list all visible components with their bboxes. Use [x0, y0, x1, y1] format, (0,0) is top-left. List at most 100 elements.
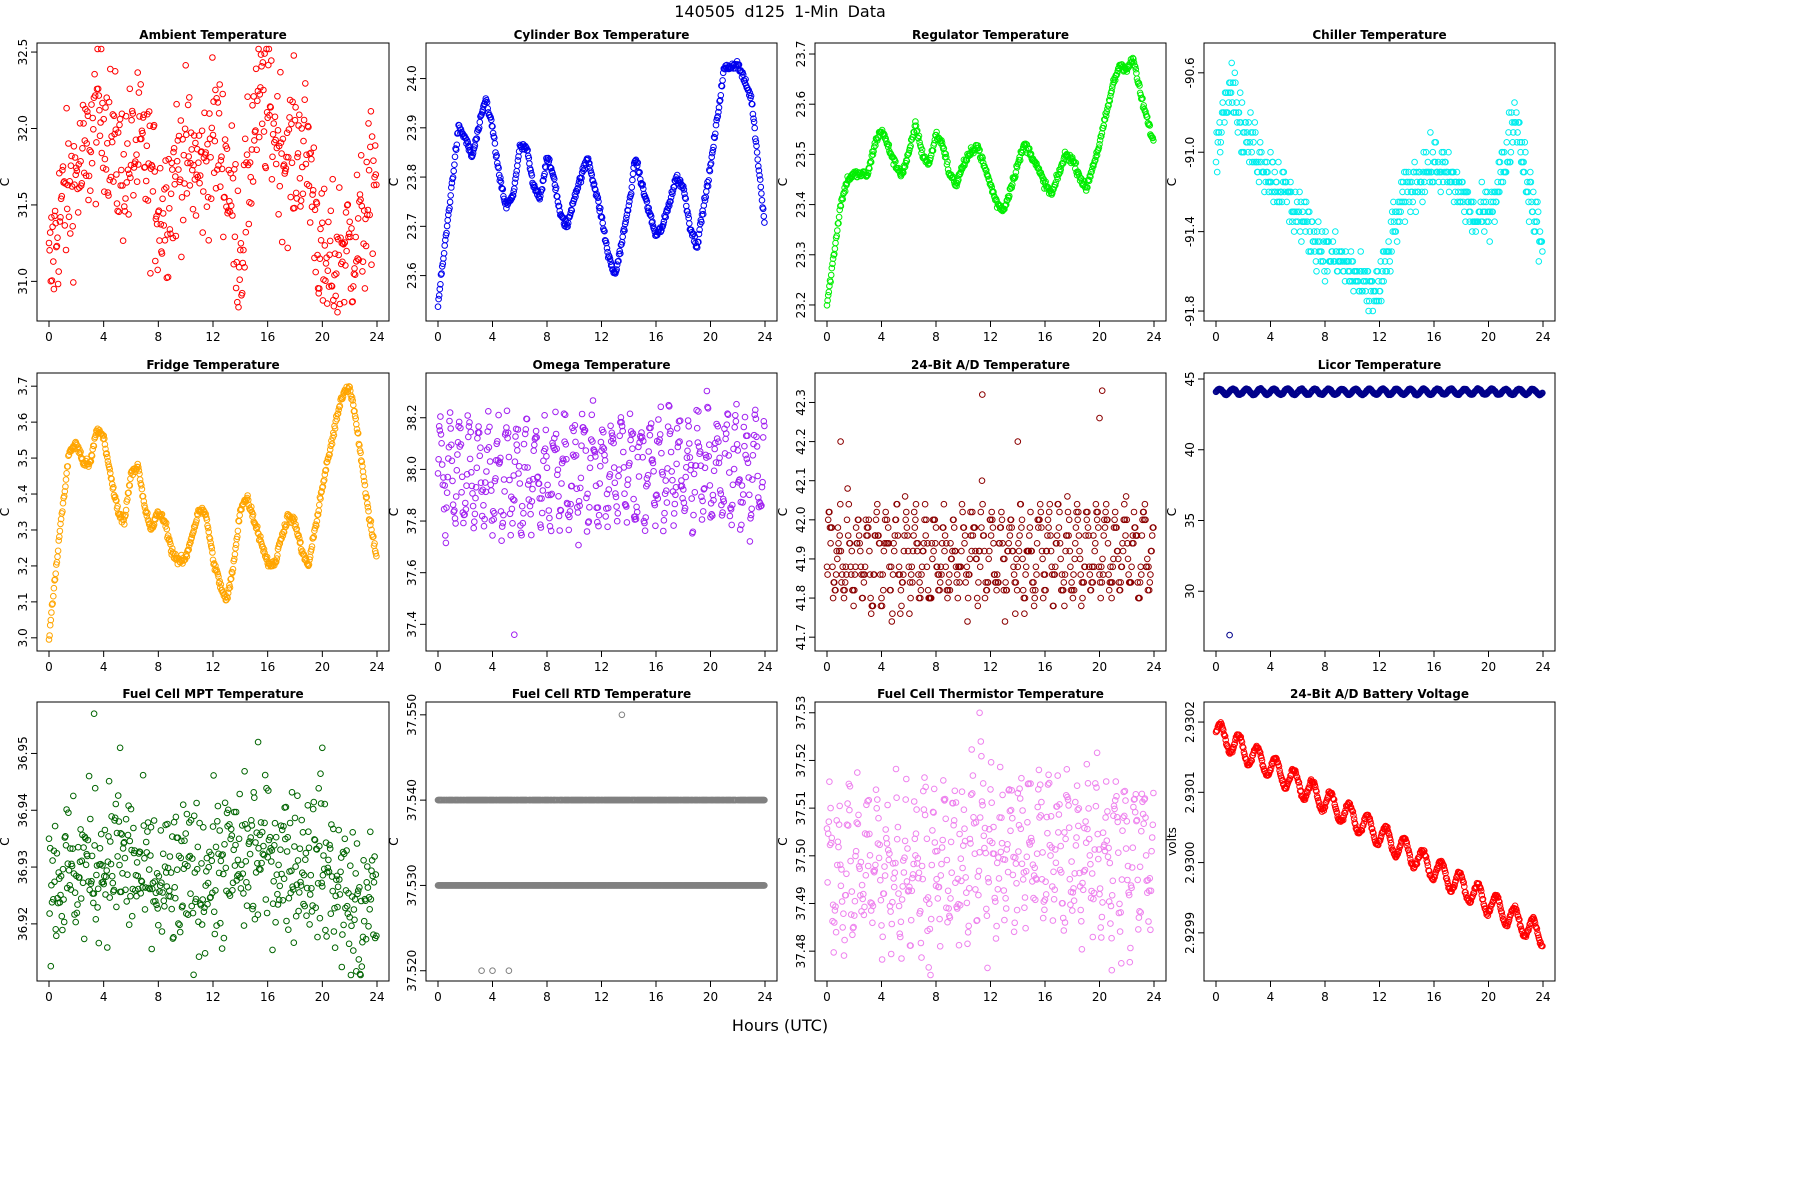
x-tick-label: 12 — [983, 330, 998, 344]
data-point — [135, 467, 143, 474]
data-point — [228, 122, 236, 129]
data-point — [193, 799, 200, 807]
data-point — [67, 886, 75, 893]
data-point — [1116, 586, 1124, 594]
data-point — [749, 110, 757, 118]
data-point — [85, 172, 93, 180]
data-point — [1233, 119, 1241, 126]
data-point — [1249, 129, 1257, 136]
data-point — [649, 218, 656, 225]
data-point — [175, 852, 183, 860]
data-point — [1146, 122, 1154, 129]
data-point — [733, 58, 741, 65]
data-point — [358, 458, 366, 466]
data-point — [238, 861, 245, 869]
data-point — [1104, 105, 1111, 113]
data-point — [1512, 119, 1520, 126]
data-point — [86, 147, 93, 154]
data-point — [1509, 139, 1516, 146]
data-point — [160, 222, 168, 229]
data-point — [552, 408, 559, 416]
data-point — [944, 158, 951, 165]
data-point — [147, 852, 154, 859]
data-point — [1365, 307, 1372, 315]
data-point — [1402, 168, 1410, 176]
data-point — [255, 133, 263, 141]
data-point — [360, 473, 367, 481]
data-point — [150, 817, 158, 824]
data-point — [112, 496, 120, 504]
data-point — [107, 860, 115, 868]
data-point — [1095, 524, 1102, 531]
data-point — [227, 202, 235, 209]
data-point — [55, 537, 63, 544]
data-point — [923, 563, 931, 571]
data-point — [1511, 99, 1518, 106]
data-point — [1087, 173, 1094, 180]
data-point — [221, 193, 228, 201]
data-point — [238, 289, 246, 297]
data-point — [1504, 158, 1512, 166]
data-point — [135, 89, 143, 96]
data-point — [1121, 516, 1129, 524]
data-point — [614, 510, 622, 517]
data-point — [299, 547, 306, 555]
data-point — [1227, 79, 1234, 86]
data-point — [1057, 555, 1064, 563]
data-point — [1302, 228, 1309, 235]
data-point — [97, 119, 104, 126]
data-point — [1119, 547, 1127, 555]
data-point — [1092, 500, 1100, 508]
data-point — [112, 800, 120, 808]
x-tick-label: 16 — [1037, 660, 1052, 674]
data-point — [1499, 148, 1506, 156]
data-point — [104, 189, 112, 196]
data-point — [937, 563, 945, 571]
data-point — [311, 206, 319, 214]
data-point — [1306, 208, 1313, 216]
data-point — [151, 168, 158, 175]
y-tick-label: 30 — [1183, 584, 1197, 599]
data-point — [1105, 571, 1112, 578]
data-point — [141, 502, 148, 509]
data-point — [367, 108, 375, 115]
data-point — [142, 508, 150, 515]
data-point — [952, 563, 960, 571]
data-point — [741, 413, 749, 421]
data-point — [489, 123, 496, 130]
data-point — [872, 532, 879, 539]
data-point — [1429, 148, 1437, 156]
data-point — [509, 496, 517, 503]
data-point — [534, 187, 542, 194]
data-point — [241, 768, 248, 775]
data-point — [624, 476, 632, 483]
data-point — [173, 157, 181, 165]
data-point — [457, 424, 464, 432]
data-point — [1350, 287, 1357, 295]
data-point — [1420, 148, 1427, 156]
data-point — [113, 903, 120, 911]
data-point — [1062, 547, 1069, 555]
data-point — [1301, 218, 1309, 225]
data-point — [153, 901, 160, 909]
data-point — [938, 540, 946, 547]
data-point — [917, 594, 924, 602]
data-point — [260, 545, 268, 553]
data-point — [325, 454, 332, 462]
y-tick-label: 36.94 — [16, 793, 30, 827]
x-tick-label: 16 — [1426, 660, 1441, 674]
data-point — [702, 451, 710, 459]
data-point — [1049, 571, 1056, 578]
x-tick-label: 4 — [1267, 330, 1275, 344]
data-point — [291, 843, 298, 850]
data-point — [612, 493, 620, 501]
data-point — [109, 111, 117, 118]
data-point — [100, 115, 107, 123]
data-point — [275, 211, 282, 218]
data-point — [917, 586, 925, 594]
data-point — [546, 163, 554, 171]
data-point — [1082, 532, 1089, 539]
data-point — [752, 406, 759, 414]
data-point — [831, 579, 838, 586]
data-point — [237, 240, 245, 247]
